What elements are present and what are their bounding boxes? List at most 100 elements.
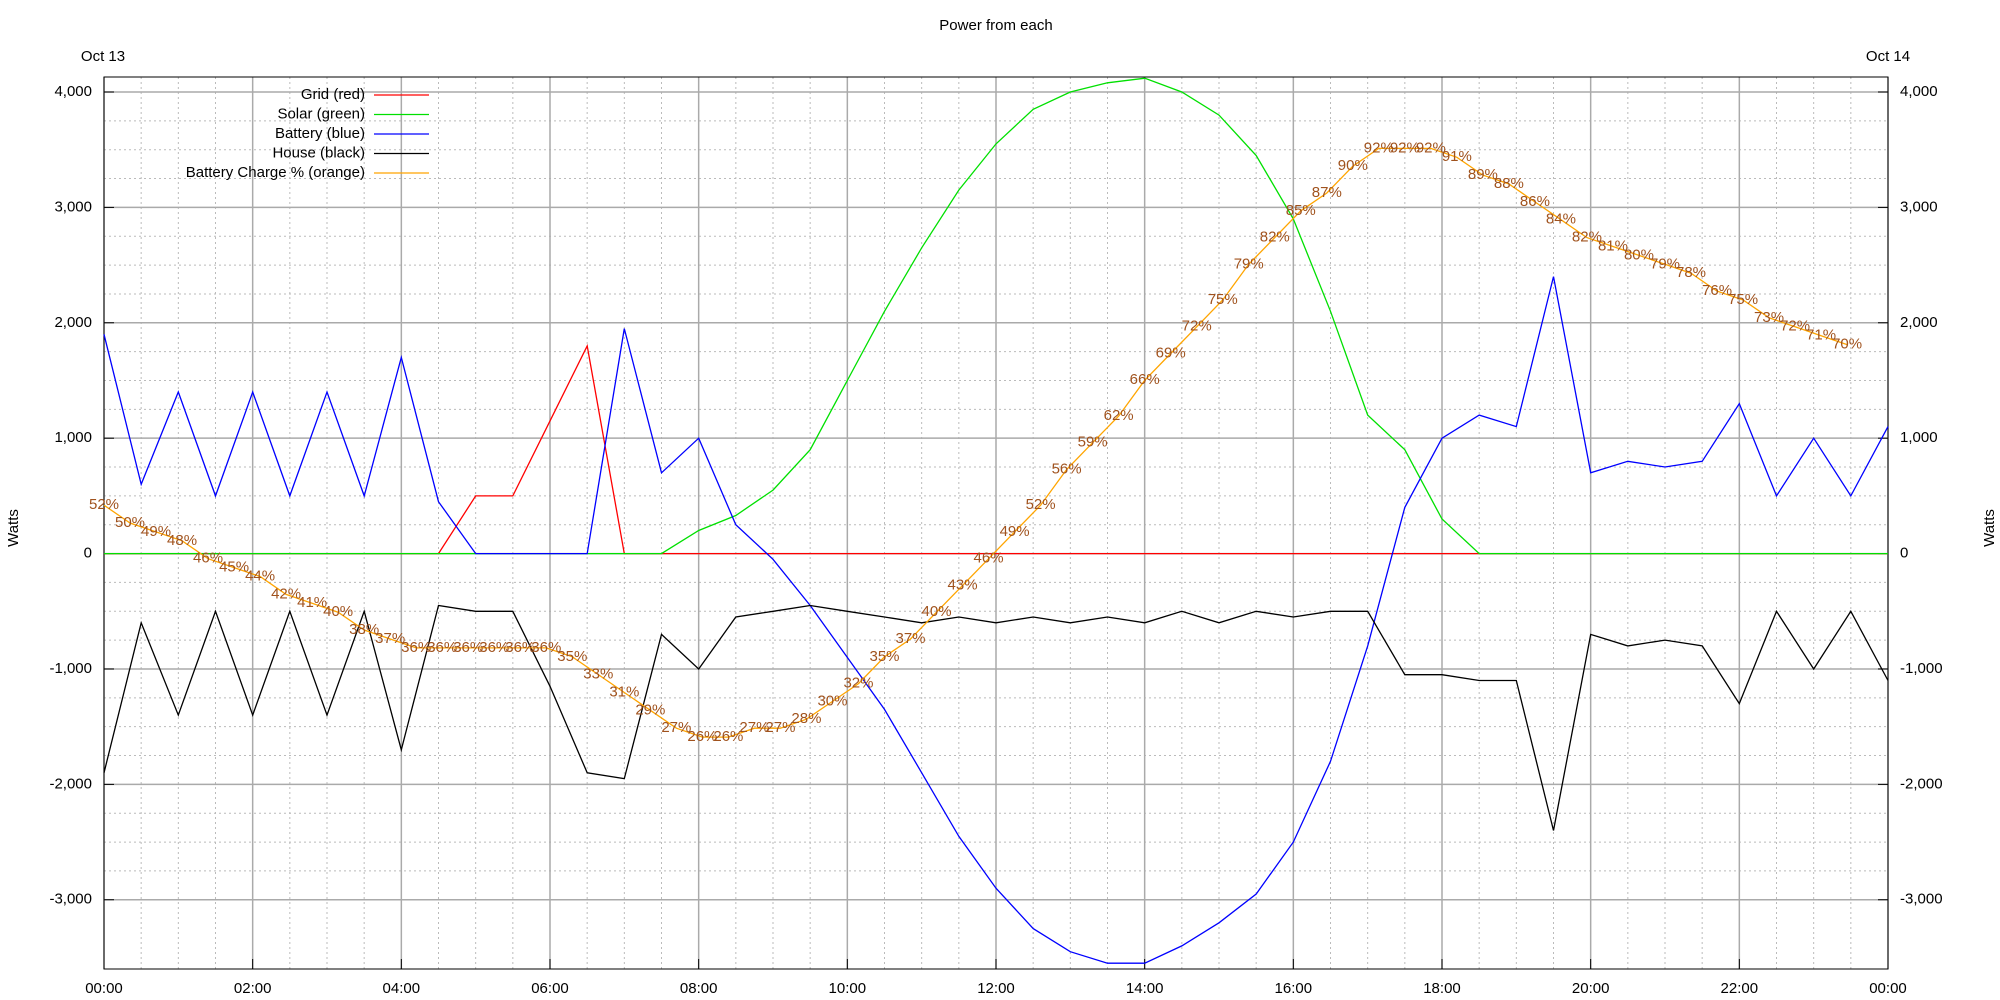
x-tick-label: 14:00 (1126, 980, 1164, 997)
legend-label: Battery Charge % (orange) (186, 164, 365, 181)
data-label: 40% (323, 603, 353, 620)
y2-axis-label: Watts (1981, 509, 1998, 547)
x-tick-label: 12:00 (977, 980, 1015, 997)
y2-tick-label: 4,000 (1900, 83, 1938, 100)
data-label: 45% (219, 559, 249, 576)
data-label: 33% (583, 666, 613, 683)
data-label: 46% (974, 550, 1004, 567)
x-tick-label: 00:00 (1869, 980, 1907, 997)
data-label: 44% (245, 567, 275, 584)
data-label: 36% (453, 639, 483, 656)
x-tick-label: 06:00 (531, 980, 569, 997)
y2-tick-label: 2,000 (1900, 314, 1938, 331)
data-label: 28% (791, 710, 821, 727)
data-label: 27% (661, 719, 691, 736)
data-label: 87% (1312, 184, 1342, 201)
x-tick-label: 08:00 (680, 980, 718, 997)
data-label: 70% (1832, 336, 1862, 353)
chart-title: Power from each (939, 17, 1052, 34)
x-tick-label: 20:00 (1572, 980, 1610, 997)
data-label: 82% (1572, 229, 1602, 246)
data-label: 50% (115, 514, 145, 531)
data-label: 36% (401, 639, 431, 656)
x-tick-label: 02:00 (234, 980, 272, 997)
data-label: 75% (1728, 291, 1758, 308)
series-line (103, 147, 1848, 738)
legend-label: Grid (red) (301, 86, 365, 103)
y2-tick-label: -2,000 (1900, 775, 1943, 792)
y-tick-label: 4,000 (54, 83, 92, 100)
data-label: 35% (869, 648, 899, 665)
data-label: 92% (1390, 139, 1420, 156)
data-label: 88% (1494, 175, 1524, 192)
data-label: 81% (1598, 237, 1628, 254)
data-label: 52% (89, 496, 119, 513)
data-label: 92% (1364, 139, 1394, 156)
x-tick-label: 00:00 (85, 980, 123, 997)
y-tick-label: 1,000 (54, 429, 92, 446)
data-label: 30% (817, 692, 847, 709)
data-label: 27% (765, 719, 795, 736)
data-label: 86% (1520, 193, 1550, 210)
data-label: 72% (1182, 318, 1212, 335)
y2-tick-label: 3,000 (1900, 198, 1938, 215)
data-label: 89% (1468, 166, 1498, 183)
data-label: 62% (1104, 407, 1134, 424)
data-label: 79% (1234, 255, 1264, 272)
data-label: 49% (141, 523, 171, 540)
data-label: 78% (1676, 264, 1706, 281)
data-label: 79% (1650, 255, 1680, 272)
data-label: 90% (1338, 157, 1368, 174)
data-label: 26% (713, 728, 743, 745)
x-tick-label: 16:00 (1275, 980, 1313, 997)
data-label: 91% (1442, 148, 1472, 165)
x-tick-label: 10:00 (829, 980, 867, 997)
data-label: 29% (635, 701, 665, 718)
data-label: 52% (1026, 496, 1056, 513)
data-label: 35% (557, 648, 587, 665)
data-label: 92% (1416, 139, 1446, 156)
data-label: 71% (1806, 327, 1836, 344)
series-line (104, 77, 1888, 555)
y2-tick-label: 0 (1900, 545, 1908, 562)
data-label: 56% (1052, 460, 1082, 477)
date-label: Oct 13 (81, 48, 125, 65)
data-label: 69% (1156, 344, 1186, 361)
data-label: 36% (479, 639, 509, 656)
data-label: 48% (167, 532, 197, 549)
data-label: 82% (1260, 229, 1290, 246)
data-label: 75% (1208, 291, 1238, 308)
data-label: 84% (1546, 211, 1576, 228)
x-tick-label: 04:00 (383, 980, 421, 997)
x-tick-label: 18:00 (1423, 980, 1461, 997)
data-label: 26% (687, 728, 717, 745)
data-label: 73% (1754, 309, 1784, 326)
data-label: 85% (1286, 202, 1316, 219)
data-label: 49% (1000, 523, 1030, 540)
data-label: 46% (193, 550, 223, 567)
data-label: 37% (896, 630, 926, 647)
y-tick-label: -1,000 (49, 660, 92, 677)
legend-label: Solar (green) (277, 105, 365, 122)
data-label: 38% (349, 621, 379, 638)
y-tick-label: -2,000 (49, 775, 92, 792)
x-tick-label: 22:00 (1721, 980, 1759, 997)
date-label: Oct 14 (1866, 48, 1910, 65)
data-label: 43% (948, 576, 978, 593)
data-label: 37% (375, 630, 405, 647)
y2-tick-label: 1,000 (1900, 429, 1938, 446)
data-label: 66% (1130, 371, 1160, 388)
y-tick-label: 0 (84, 545, 92, 562)
y2-tick-label: -3,000 (1900, 891, 1943, 908)
data-label: 31% (609, 683, 639, 700)
data-label: 27% (739, 719, 769, 736)
data-label: 32% (843, 675, 873, 692)
data-label: 36% (505, 639, 535, 656)
data-label: 36% (427, 639, 457, 656)
data-label: 76% (1702, 282, 1732, 299)
data-label: 59% (1078, 434, 1108, 451)
y2-tick-label: -1,000 (1900, 660, 1943, 677)
y-tick-label: 2,000 (54, 314, 92, 331)
